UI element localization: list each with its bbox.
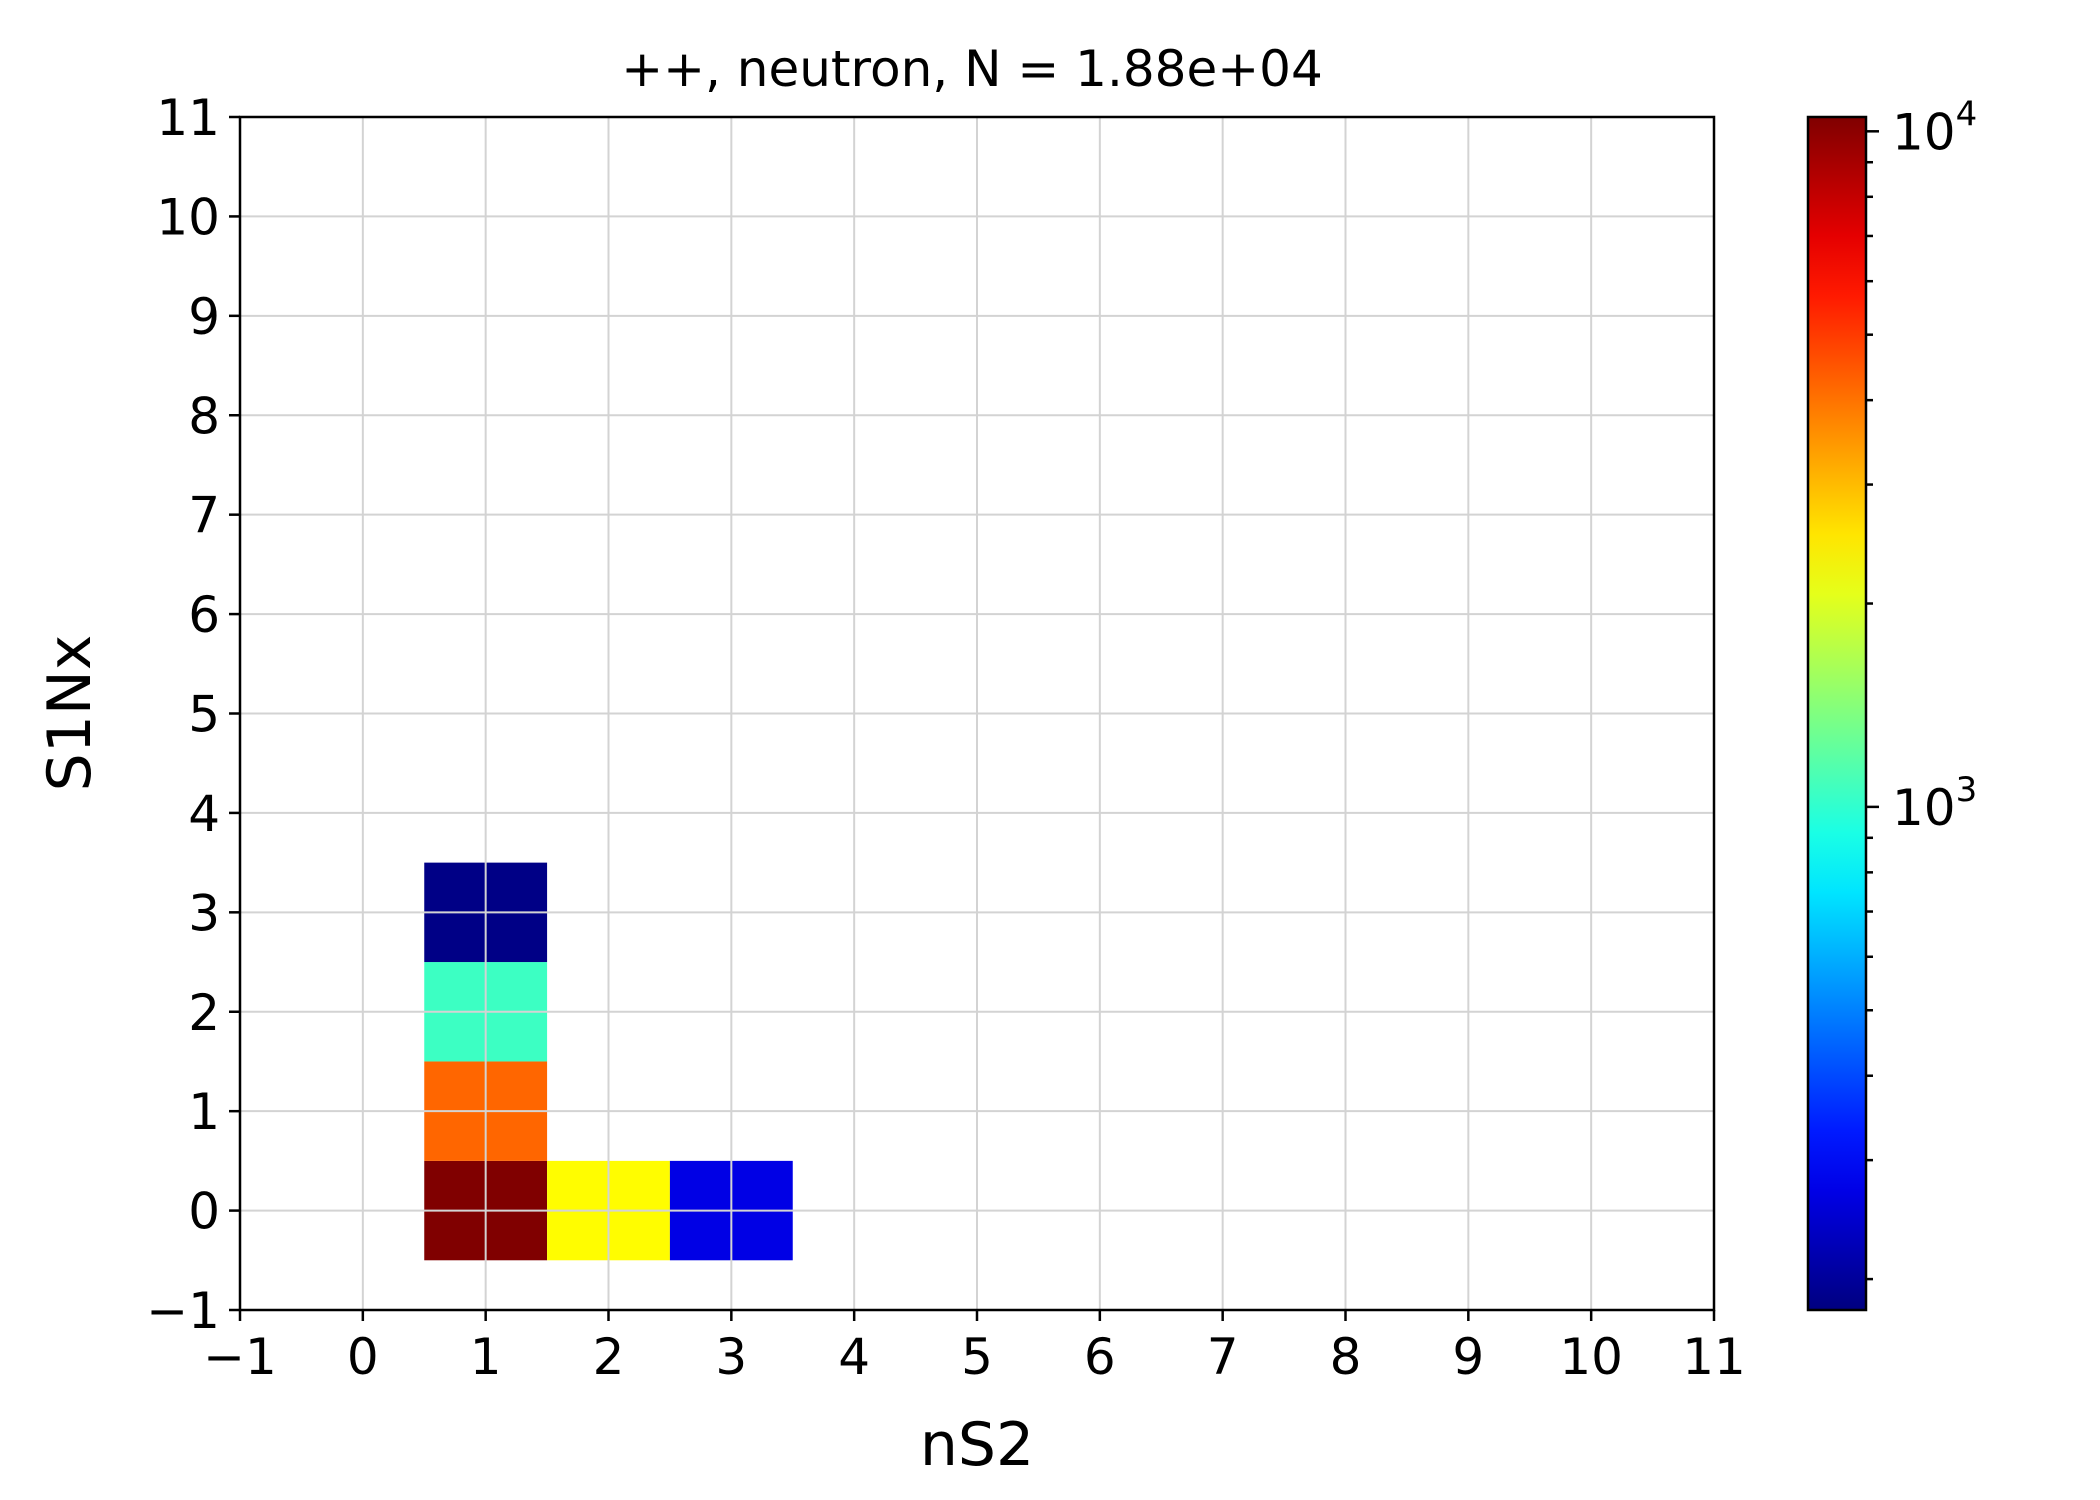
y-tick-label: 7 — [188, 487, 220, 545]
colorbar-tick-label: 103 — [1892, 770, 1977, 837]
y-tick-label: 8 — [188, 387, 220, 445]
x-axis-label: nS2 — [920, 1410, 1034, 1480]
y-tick-label: 2 — [188, 984, 220, 1042]
x-tick-label: 4 — [838, 1328, 870, 1386]
y-tick-label: 6 — [188, 586, 220, 644]
x-tick-label: 8 — [1330, 1328, 1362, 1386]
x-tick-label: 11 — [1682, 1328, 1746, 1386]
y-tick-label: 5 — [188, 686, 220, 744]
y-tick-label: 1 — [188, 1083, 220, 1141]
chart-title: ++, neutron, N = 1.88e+04 — [621, 40, 1323, 98]
y-axis-label: S1Nx — [35, 635, 105, 792]
colorbar-ticks: 103 104 — [1866, 94, 1977, 1279]
x-tick-label: 6 — [1084, 1328, 1116, 1386]
colorbar — [1808, 117, 1866, 1310]
y-tick-label: 3 — [188, 884, 220, 942]
x-tick-label: 9 — [1452, 1328, 1484, 1386]
x-tick-label: 5 — [961, 1328, 993, 1386]
y-tick-label: 10 — [156, 188, 220, 246]
x-tick-label: 10 — [1559, 1328, 1623, 1386]
y-tick-label: 9 — [188, 288, 220, 346]
x-tick-label: 7 — [1207, 1328, 1239, 1386]
x-tick-label: 1 — [470, 1328, 502, 1386]
x-tick-label: 0 — [347, 1328, 379, 1386]
y-tick-label: 0 — [188, 1183, 220, 1241]
x-tick-label: 3 — [715, 1328, 747, 1386]
y-tick-label: −1 — [146, 1282, 220, 1340]
y-tick-label: 11 — [156, 89, 220, 147]
colorbar-tick-label: 104 — [1892, 94, 1977, 161]
x-tick-label: 2 — [593, 1328, 625, 1386]
y-tick-label: 4 — [188, 785, 220, 843]
